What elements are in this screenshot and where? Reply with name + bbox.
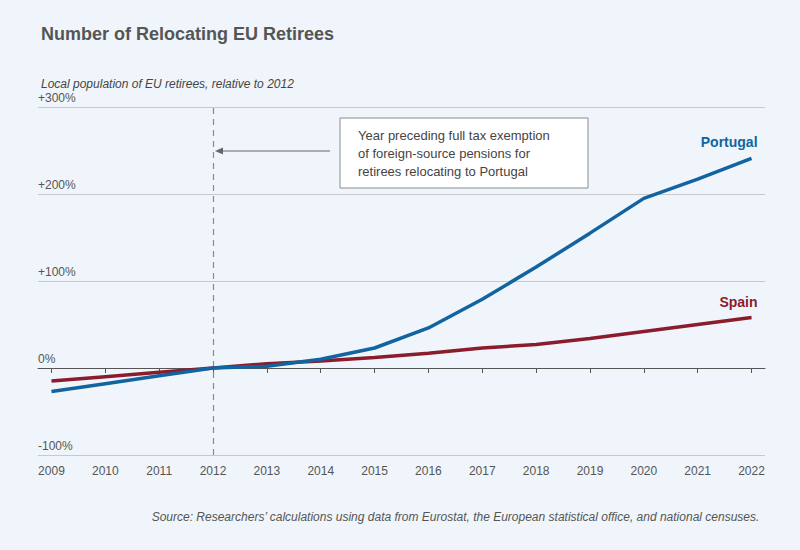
svg-text:Spain: Spain <box>719 294 757 310</box>
svg-text:Portugal: Portugal <box>701 134 758 150</box>
svg-text:2012: 2012 <box>200 464 227 478</box>
svg-text:Source: Researchers’ calculati: Source: Researchers’ calculations using … <box>152 510 760 524</box>
svg-text:2022: 2022 <box>738 464 765 478</box>
svg-text:2019: 2019 <box>577 464 604 478</box>
svg-text:Local population of EU retiree: Local population of EU retirees, relativ… <box>41 77 294 91</box>
svg-text:+100%: +100% <box>38 265 76 279</box>
svg-text:+300%: +300% <box>38 91 76 105</box>
svg-text:2016: 2016 <box>415 464 442 478</box>
svg-text:2017: 2017 <box>469 464 496 478</box>
svg-text:Year preceding full tax exempt: Year preceding full tax exemption <box>358 128 550 143</box>
svg-text:2011: 2011 <box>146 464 172 478</box>
svg-text:2010: 2010 <box>92 464 119 478</box>
svg-text:+200%: +200% <box>38 178 76 192</box>
svg-text:2018: 2018 <box>523 464 550 478</box>
svg-text:0%: 0% <box>38 352 56 366</box>
svg-text:2014: 2014 <box>307 464 334 478</box>
svg-text:retirees relocating to Portuga: retirees relocating to Portugal <box>358 164 528 179</box>
svg-text:Number of Relocating EU Retire: Number of Relocating EU Retirees <box>41 24 334 44</box>
svg-text:-100%: -100% <box>38 439 73 453</box>
svg-text:2021: 2021 <box>684 464 711 478</box>
svg-text:2020: 2020 <box>630 464 657 478</box>
svg-text:2009: 2009 <box>38 464 65 478</box>
svg-text:of foreign-source pensions for: of foreign-source pensions for <box>358 146 531 161</box>
svg-text:2013: 2013 <box>254 464 281 478</box>
svg-text:2015: 2015 <box>361 464 388 478</box>
